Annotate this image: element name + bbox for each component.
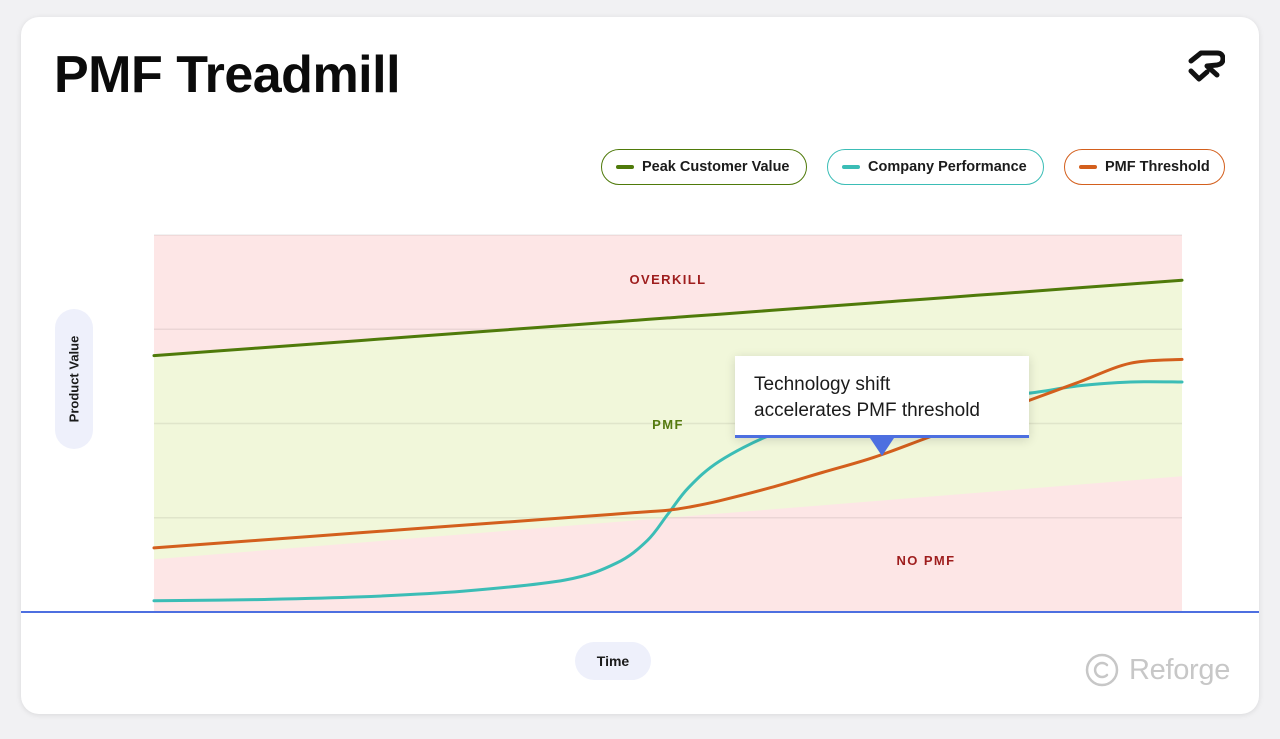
annotation-callout: Technology shift accelerates PMF thresho… bbox=[735, 356, 1029, 438]
chart-legend: Peak Customer Value Company Performance … bbox=[21, 149, 1259, 189]
zone-label-no-pmf: NO PMF bbox=[896, 553, 956, 568]
chart-plot bbox=[21, 234, 1259, 613]
zone-label-pmf: PMF bbox=[652, 417, 684, 432]
legend-item-company-performance: Company Performance bbox=[827, 149, 1044, 185]
brand-watermark: Reforge bbox=[1085, 653, 1230, 687]
brand-name: Reforge bbox=[1129, 653, 1231, 686]
legend-label: PMF Threshold bbox=[1105, 159, 1210, 175]
zone-pmf bbox=[154, 280, 1182, 560]
legend-swatch bbox=[616, 165, 634, 169]
legend-item-peak-customer-value: Peak Customer Value bbox=[601, 149, 807, 185]
y-axis-label-pill: Product Value bbox=[55, 309, 93, 449]
reforge-mark-icon bbox=[1188, 50, 1225, 82]
chart-card: PMF Treadmill Peak Customer Value Compan… bbox=[21, 17, 1259, 714]
callout-line-2: accelerates PMF threshold bbox=[754, 400, 980, 421]
legend-label: Company Performance bbox=[868, 159, 1027, 175]
series-line-peak-customer-value bbox=[152, 278, 1184, 358]
x-axis-label: Time bbox=[596, 653, 630, 669]
y-axis-label: Product Value bbox=[66, 335, 82, 423]
callout-line-1: Technology shift bbox=[754, 374, 891, 395]
legend-swatch bbox=[1079, 165, 1097, 169]
copyright-circle-icon bbox=[1085, 653, 1119, 687]
legend-label: Peak Customer Value bbox=[642, 159, 790, 175]
zone-label-overkill: OVERKILL bbox=[629, 272, 707, 287]
legend-swatch bbox=[842, 165, 860, 169]
legend-item-pmf-threshold: PMF Threshold bbox=[1064, 149, 1225, 185]
page-title: PMF Treadmill bbox=[54, 46, 401, 104]
callout-pointer bbox=[870, 438, 894, 456]
x-axis-label-pill: Time bbox=[575, 642, 651, 680]
